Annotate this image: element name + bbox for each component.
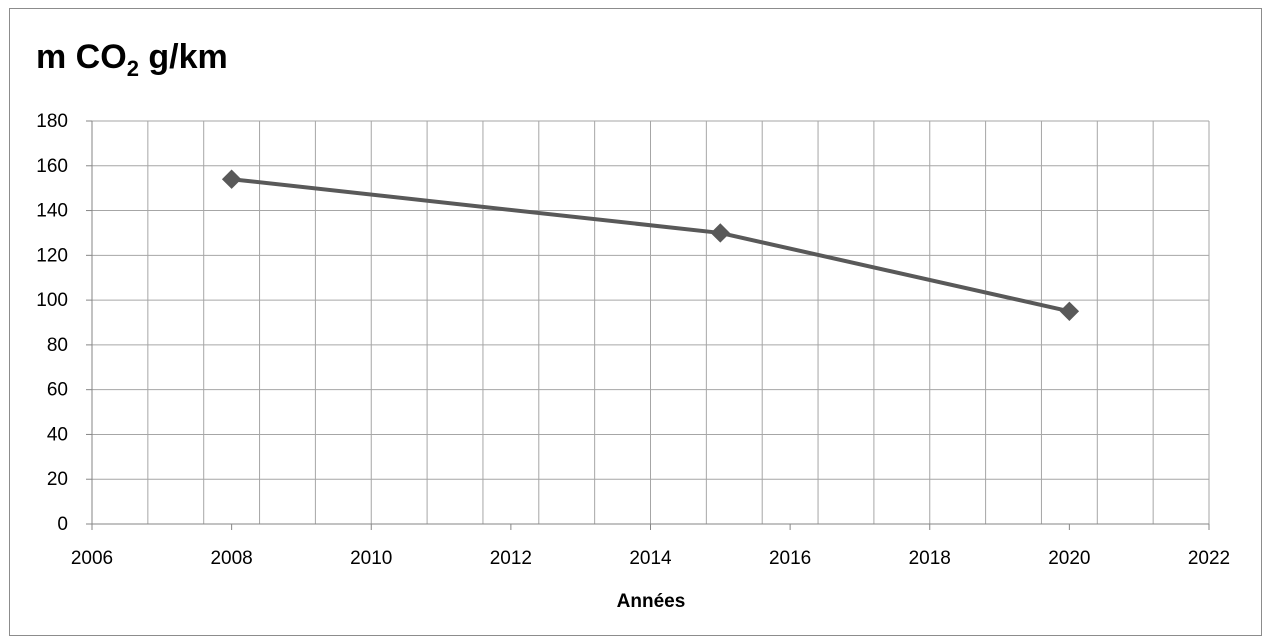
y-tick-label: 80 xyxy=(47,335,68,356)
x-tick-label: 2014 xyxy=(629,548,672,569)
data-point-marker xyxy=(710,223,731,243)
y-tick-label: 60 xyxy=(47,380,68,401)
tick-labels: 0 20 40 60 80 100 120 140 160 180 2006 2008 2010 2012… xyxy=(36,111,1230,569)
x-tick-label: 2018 xyxy=(909,548,951,569)
y-tick-label: 180 xyxy=(36,111,68,132)
x-tick-label: 2016 xyxy=(769,548,811,569)
y-tick-label: 40 xyxy=(47,424,68,445)
x-tick-label: 2012 xyxy=(490,548,532,569)
chart-frame xyxy=(9,8,1262,636)
y-tick-label: 120 xyxy=(36,245,68,266)
chart-title: m CO2 g/km xyxy=(36,38,228,80)
axes xyxy=(86,120,1210,530)
chart-title-subscript: 2 xyxy=(126,56,139,81)
x-tick-label: 2006 xyxy=(71,548,113,569)
data-point-marker xyxy=(221,169,242,189)
y-tick-label: 20 xyxy=(47,469,68,490)
data-point-marker xyxy=(1059,301,1080,322)
x-axis-title: Années xyxy=(617,591,686,612)
chart-title-suffix: g/km xyxy=(138,38,228,76)
y-tick-label: 140 xyxy=(36,201,68,222)
x-tick-label: 2010 xyxy=(350,548,392,569)
series xyxy=(221,169,1080,322)
x-tick-label: 2020 xyxy=(1048,548,1090,569)
x-tick-label: 2022 xyxy=(1188,548,1230,569)
x-tick-label: 2008 xyxy=(210,548,252,569)
y-tick-label: 160 xyxy=(36,156,68,177)
y-tick-label: 100 xyxy=(36,290,68,311)
chart-title-prefix: m CO xyxy=(36,38,127,76)
y-tick-label: 0 xyxy=(57,514,68,535)
